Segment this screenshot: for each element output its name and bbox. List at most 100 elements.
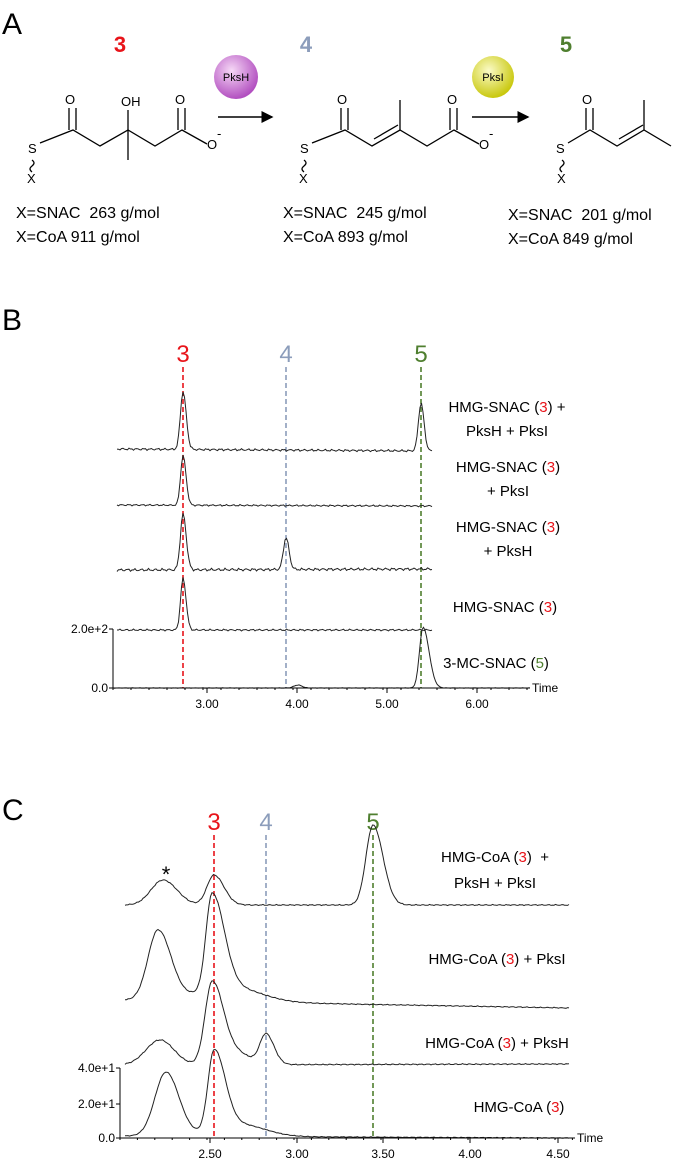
molar-mass: X=SNAC 201 g/mol (508, 207, 652, 224)
compound-ref: 3 (547, 519, 555, 536)
compound-ref: 3 (539, 399, 547, 416)
atom: O (479, 137, 489, 152)
atom-charge: - (489, 126, 493, 141)
label-text: PksH + PksI (466, 423, 548, 440)
atom: S (300, 141, 309, 156)
y-tick-label: 2.0e+1 (78, 1097, 115, 1111)
chromatogram-trace (116, 513, 433, 573)
peak-marker: 4 (279, 341, 292, 368)
trace-label: + PksH (484, 543, 533, 560)
label-text: HMG-CoA ( (474, 1099, 552, 1116)
compound-ref: 3 (506, 951, 514, 968)
label-text: HMG-CoA ( (428, 951, 506, 968)
label-text: ) + (548, 399, 566, 416)
annotation: * (162, 862, 171, 887)
compound-ref: 3 (503, 1035, 511, 1052)
atom: X (299, 171, 308, 186)
molar-mass: X=CoA 849 g/mol (508, 231, 633, 248)
x-axis-label: Time (532, 681, 559, 695)
label-text: ) (544, 655, 549, 672)
x-tick-label: 4.50 (546, 1147, 570, 1161)
trace-label: HMG-CoA (3) + PksH (425, 1035, 569, 1052)
label-text: + PksI (487, 483, 529, 500)
atom: O (337, 92, 347, 107)
chromatogram-trace (117, 577, 433, 632)
compound-ref: 3 (519, 849, 527, 866)
atom: O (582, 92, 592, 107)
panel-label: C (2, 794, 24, 827)
atom: O (175, 92, 185, 107)
trace-label: HMG-CoA (3) (474, 1099, 565, 1116)
panel-label: B (2, 304, 22, 337)
x-tick-label: 2.50 (198, 1147, 222, 1161)
enzyme-label: PksI (482, 72, 503, 84)
structures (29, 55, 672, 173)
molar-mass: X=CoA 893 g/mol (283, 229, 408, 246)
y-tick-label: 0.0 (91, 681, 108, 695)
label-text: HMG-SNAC ( (456, 519, 547, 536)
atom: X (27, 171, 36, 186)
label-text: HMG-SNAC ( (448, 399, 539, 416)
label-text: 3-MC-SNAC ( (443, 655, 536, 672)
trace-label: HMG-SNAC (3) + (448, 399, 565, 416)
compound-ref: 3 (544, 599, 552, 616)
peak-marker: 5 (366, 809, 379, 836)
compound-ref: 3 (547, 459, 555, 476)
atom: O (207, 137, 217, 152)
trace-label: HMG-CoA (3) + PksI (428, 951, 565, 968)
atom: O (447, 92, 457, 107)
chromatogram-trace (116, 454, 433, 508)
x-tick-label: 6.00 (465, 697, 489, 711)
peak-marker: 3 (207, 809, 220, 836)
compound-number: 3 (114, 32, 126, 57)
trace-label: PksH + PksI (466, 423, 548, 440)
label-text: ) (559, 1099, 564, 1116)
chromatogram-trace (124, 824, 570, 907)
molar-mass: X=SNAC 263 g/mol (16, 205, 160, 222)
panel-label: A (2, 8, 22, 41)
peak-marker: 3 (176, 341, 189, 368)
chromatogram-trace (116, 391, 433, 453)
label-text: ) + (527, 849, 549, 866)
atom: S (28, 141, 37, 156)
atom: X (557, 171, 566, 186)
x-tick-label: 5.00 (375, 697, 399, 711)
label-text: HMG-SNAC ( (456, 459, 547, 476)
y-tick-label: 4.0e+1 (78, 1061, 115, 1075)
compound-ref: 5 (536, 655, 544, 672)
label-text: ) (552, 599, 557, 616)
label-text: ) + PksI (514, 951, 565, 968)
trace-label: PksH + PksI (454, 875, 536, 892)
x-tick-label: 3.00 (195, 697, 219, 711)
chromatogram-trace (125, 892, 570, 1009)
trace-label: HMG-SNAC (3) (456, 519, 560, 536)
y-tick-label: 0.0 (98, 1131, 115, 1145)
enzyme-label: PksH (223, 72, 249, 84)
atom: S (556, 141, 565, 156)
y-tick-label: 2.0e+2 (71, 622, 108, 636)
atom: OH (121, 94, 141, 109)
trace-label: + PksI (487, 483, 529, 500)
label-text: ) (555, 459, 560, 476)
label-text: HMG-SNAC ( (453, 599, 544, 616)
peak-marker: 4 (259, 809, 272, 836)
trace-label: HMG-SNAC (3) (456, 459, 560, 476)
x-tick-label: 3.50 (371, 1147, 395, 1161)
trace-label: 3-MC-SNAC (5) (443, 655, 549, 672)
label-text: HMG-CoA ( (425, 1035, 503, 1052)
x-tick-label: 4.00 (285, 697, 309, 711)
x-tick-label: 3.00 (285, 1147, 309, 1161)
x-tick-label: 4.00 (458, 1147, 482, 1161)
molar-mass: X=CoA 911 g/mol (16, 229, 140, 246)
label-text: ) + PksH (511, 1035, 569, 1052)
atom: O (65, 92, 75, 107)
label-text: + PksH (484, 543, 533, 560)
trace-label: HMG-SNAC (3) (453, 599, 557, 616)
label-text: HMG-CoA ( (441, 849, 519, 866)
compound-number: 5 (560, 32, 572, 57)
trace-label: HMG-CoA (3) + (441, 849, 549, 866)
x-axis-label: Time (577, 1131, 604, 1145)
atom-charge: - (217, 126, 221, 141)
compound-ref: 3 (551, 1099, 559, 1116)
